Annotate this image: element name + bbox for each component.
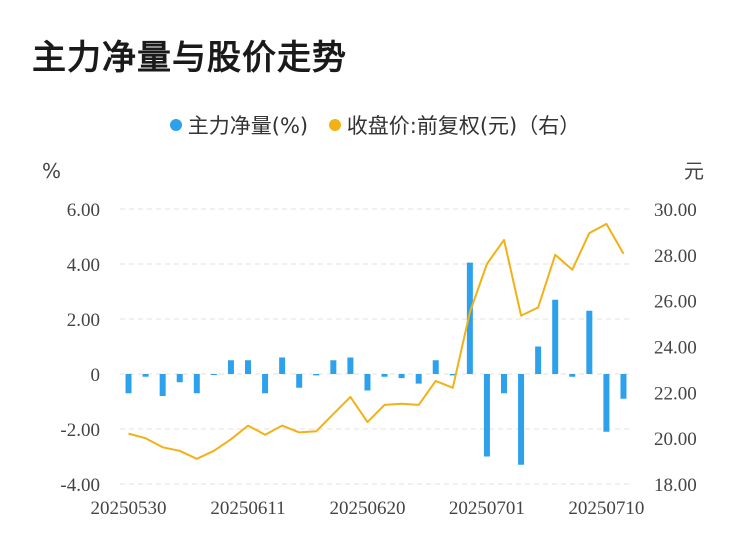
right-axis-unit: 元	[684, 159, 704, 183]
x-tick-label: 20250530	[91, 498, 167, 519]
bar	[552, 299, 559, 374]
bar	[535, 346, 542, 374]
right-tick-label: 24.00	[654, 338, 697, 359]
net-volume-bars	[125, 262, 627, 465]
left-tick-label: 6.00	[67, 200, 100, 221]
legend-item-close-price[interactable]: 收盘价:前复权(元)（右）	[328, 110, 581, 140]
x-tick-label: 20250710	[568, 498, 644, 519]
bar	[501, 374, 507, 394]
bar	[159, 374, 166, 396]
left-tick-label: 0	[91, 365, 101, 386]
bar	[449, 374, 456, 376]
x-tick-label: 20250611	[210, 498, 285, 519]
bar	[586, 310, 593, 374]
gridlines	[120, 208, 632, 485]
legend-label-close-price: 收盘价:前复权(元)（右）	[346, 114, 581, 138]
chart-title: 主力净量与股价走势	[32, 38, 347, 78]
bar	[466, 262, 473, 374]
left-tick-label: -4.00	[60, 475, 100, 496]
bar	[398, 374, 405, 379]
legend-marker-close-price	[328, 119, 341, 131]
left-tick-label: -2.00	[60, 420, 100, 441]
right-tick-label: 18.00	[654, 475, 697, 496]
close-price-line-group	[128, 222, 625, 460]
x-tick-label: 20250620	[329, 498, 405, 519]
bar	[620, 374, 627, 399]
bar	[210, 374, 217, 375]
x-tick-label: 20250701	[449, 498, 525, 519]
bar	[381, 374, 388, 377]
bar	[347, 357, 354, 374]
bar	[330, 360, 337, 374]
right-tick-label: 28.00	[654, 246, 697, 267]
bar	[569, 374, 576, 377]
right-tick-label: 26.00	[654, 292, 697, 313]
right-tick-label: 30.00	[654, 200, 697, 221]
bar	[142, 374, 149, 377]
left-tick-label: 4.00	[67, 255, 100, 276]
close-price-line	[128, 222, 625, 460]
bar	[483, 374, 490, 457]
legend: 主力净量(%) 收盘价:前复权(元)（右）	[0, 110, 750, 140]
legend-item-net-volume[interactable]: 主力净量(%)	[169, 110, 309, 140]
right-axis: 30.00 28.00 26.00 24.00 22.00 20.00 18.00	[654, 200, 697, 496]
bar	[176, 374, 183, 383]
legend-label-net-volume: 主力净量(%)	[187, 114, 309, 138]
bar	[125, 374, 132, 394]
left-axis-unit: %	[42, 159, 61, 183]
right-tick-label: 20.00	[654, 429, 697, 450]
left-tick-label: 2.00	[67, 310, 100, 331]
bar	[415, 374, 422, 384]
bar	[313, 374, 320, 376]
bar	[364, 374, 371, 391]
bar	[279, 357, 286, 374]
x-axis: 20250530 20250611 20250620 20250701 20250710	[91, 498, 645, 519]
bar	[296, 374, 303, 388]
bar	[227, 360, 234, 374]
bar	[518, 374, 525, 465]
right-tick-label: 22.00	[654, 383, 697, 404]
left-axis: 6.00 4.00 2.00 0 -2.00 -4.00	[60, 200, 100, 496]
bar	[262, 374, 269, 394]
bar	[603, 374, 610, 432]
bar	[432, 360, 439, 374]
legend-marker-net-volume	[169, 119, 182, 131]
bar	[193, 374, 200, 394]
bar	[245, 360, 251, 374]
